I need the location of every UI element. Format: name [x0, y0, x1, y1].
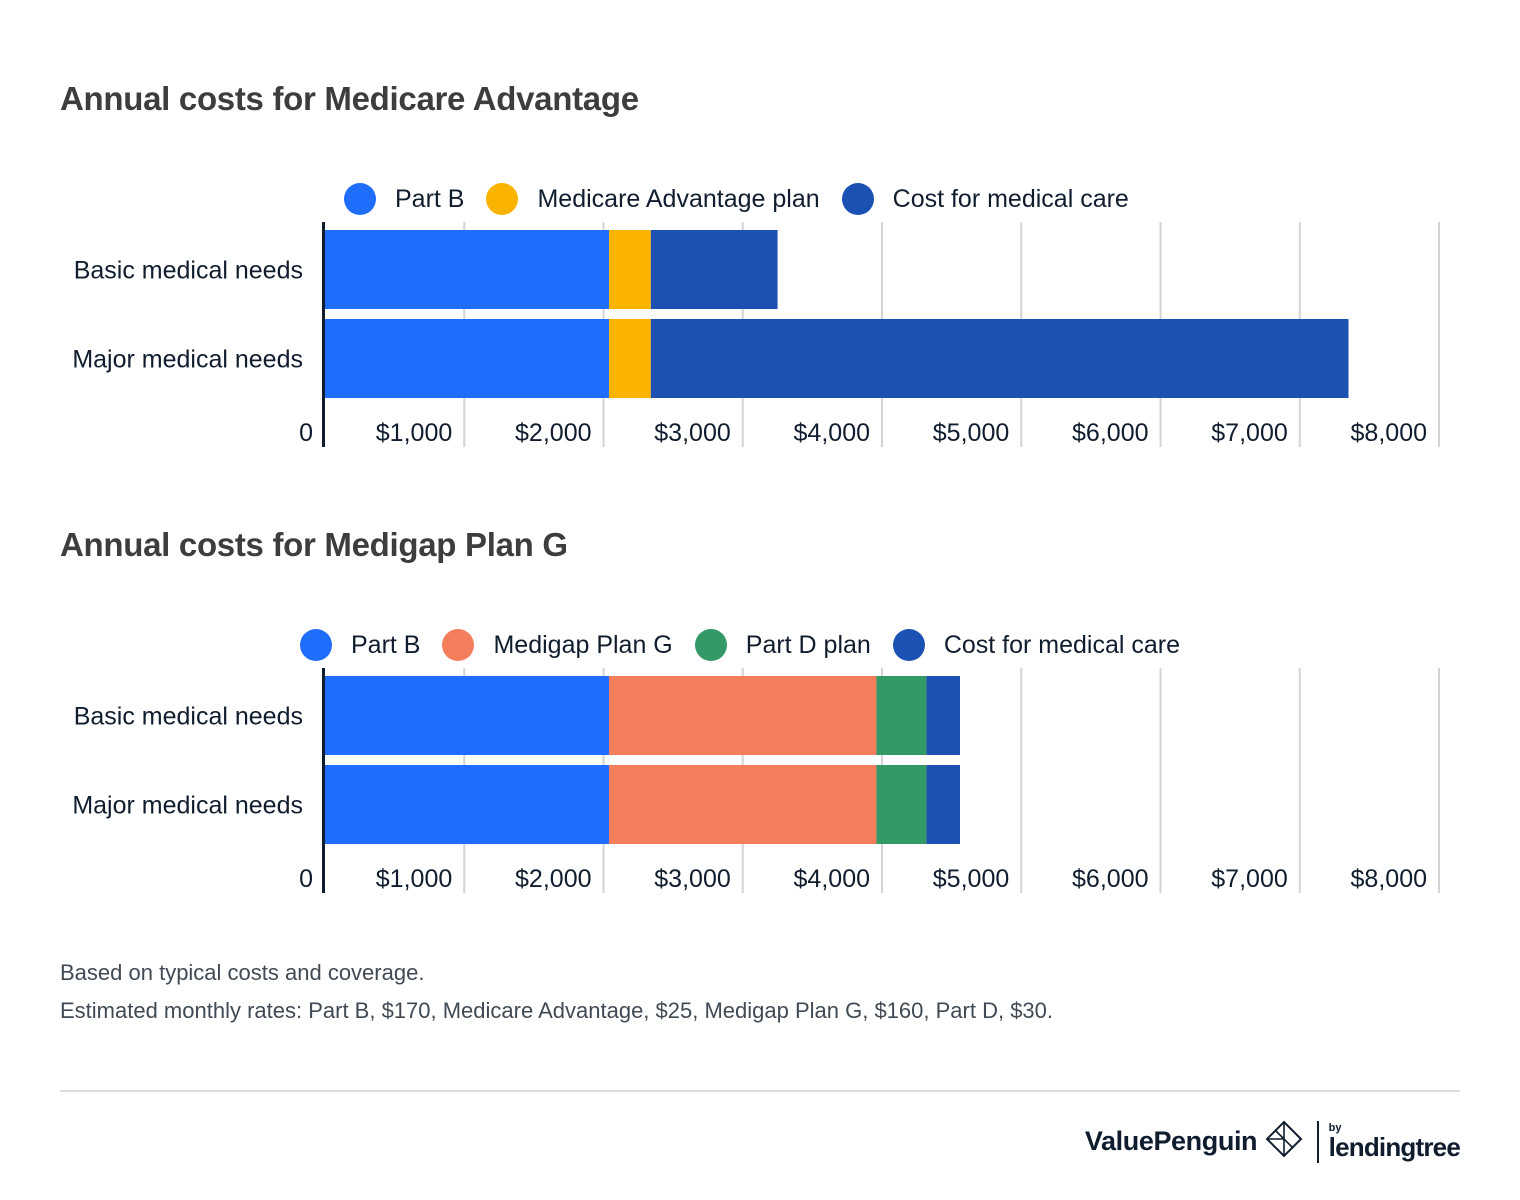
x-tick-label: $1,000 — [376, 419, 452, 447]
legend-dot-icon — [486, 183, 519, 215]
brand-by-label: by — [1328, 1122, 1342, 1134]
bar-segment — [609, 230, 651, 309]
x-tick-label: $2,000 — [515, 865, 591, 893]
x-tick-label: $5,000 — [933, 419, 1009, 447]
x-tick-label: $7,000 — [1211, 865, 1287, 893]
x-tick-label: $1,000 — [376, 865, 452, 893]
x-tick-label: $4,000 — [794, 865, 870, 893]
legend-medicare-advantage: Part B Medicare Advantage plan Cost for … — [344, 183, 1151, 215]
category-label: Basic medical needs — [74, 257, 303, 285]
category-label: Major medical needs — [72, 792, 303, 820]
bar-segment — [609, 676, 877, 755]
x-tick-label: $4,000 — [794, 419, 870, 447]
x-tick-label: $7,000 — [1211, 419, 1287, 447]
legend-label: Medigap Plan G — [493, 630, 673, 659]
legend-dot-icon — [442, 629, 475, 661]
bar-segment — [325, 676, 610, 755]
chart-title-medicare-advantage: Annual costs for Medicare Advantage — [60, 80, 639, 117]
footer-divider — [60, 1090, 1460, 1092]
legend-dot-icon — [694, 629, 727, 661]
x-tick-label: $6,000 — [1072, 865, 1148, 893]
legend-item: Part D plan — [694, 629, 871, 661]
legend-label: Part B — [395, 184, 465, 213]
footnote-rates: Estimated monthly rates: Part B, $170, M… — [60, 998, 1054, 1023]
x-tick-label: $3,000 — [654, 865, 730, 893]
plot-medigap-plan-g: Basic medical needs Major medical needs 0 $… — [0, 668, 1520, 898]
x-tick-label: $8,000 — [1351, 865, 1427, 893]
legend-dot-icon — [300, 629, 332, 661]
brand-name: ValuePenguin — [1084, 1126, 1258, 1156]
legend-dot-icon — [344, 183, 376, 215]
footnote-basis: Based on typical costs and coverage. — [60, 960, 425, 985]
bar-segment — [926, 765, 960, 844]
bar-segment — [650, 230, 778, 309]
x-tick-label: $3,000 — [654, 419, 730, 447]
brand-footer: ValuePenguin by lendingtree — [1084, 1120, 1461, 1163]
bar-segment — [926, 676, 960, 755]
partner-logo: by lendingtree — [1328, 1122, 1461, 1162]
x-tick-label: $6,000 — [1072, 419, 1148, 447]
bar-chart-medicare-advantage: Basic medical needs Major medical needs 0 $… — [72, 222, 1440, 447]
legend-label: Cost for medical care — [943, 630, 1181, 659]
bar-segment — [325, 765, 610, 844]
legend-medigap-plan-g: Part B Medigap Plan G Part D plan Cost f… — [300, 629, 1202, 661]
category-label: Major medical needs — [72, 346, 303, 374]
legend-label: Medicare Advantage plan — [537, 184, 820, 213]
x-tick-label: $5,000 — [933, 865, 1009, 893]
bar-chart-medigap-plan-g: Basic medical needs Major medical needs 0 $… — [72, 668, 1440, 893]
legend-item: Part B — [344, 183, 464, 215]
legend-label: Part D plan — [745, 630, 871, 659]
brand-separator — [1317, 1120, 1319, 1163]
x-tick-label: $2,000 — [515, 419, 591, 447]
bar-segment — [650, 319, 1349, 398]
bar-segment — [609, 765, 877, 844]
x-tick-label: 0 — [299, 865, 313, 893]
chart-title-medigap-plan-g: Annual costs for Medigap Plan G — [60, 526, 568, 563]
bar-segment — [876, 676, 927, 755]
legend-label: Cost for medical care — [892, 184, 1129, 213]
plot-medicare-advantage: Basic medical needs Major medical needs 0 $… — [0, 222, 1520, 452]
x-tick-label: $8,000 — [1351, 419, 1427, 447]
bar-segment — [325, 319, 610, 398]
legend-dot-icon — [841, 183, 874, 215]
legend-item: Medigap Plan G — [442, 629, 673, 661]
bar-segment — [325, 230, 610, 309]
diamond-logo-icon — [1265, 1120, 1303, 1163]
bar-segment — [609, 319, 651, 398]
partner-name: lendingtree — [1328, 1132, 1461, 1162]
legend-item: Medicare Advantage plan — [486, 183, 820, 215]
x-tick-label: 0 — [299, 419, 313, 447]
legend-item: Cost for medical care — [892, 629, 1181, 661]
legend-item: Cost for medical care — [841, 183, 1129, 215]
legend-dot-icon — [892, 629, 925, 661]
bar-segment — [876, 765, 927, 844]
legend-item: Part B — [300, 629, 420, 661]
category-label: Basic medical needs — [74, 703, 303, 731]
legend-label: Part B — [351, 630, 421, 659]
